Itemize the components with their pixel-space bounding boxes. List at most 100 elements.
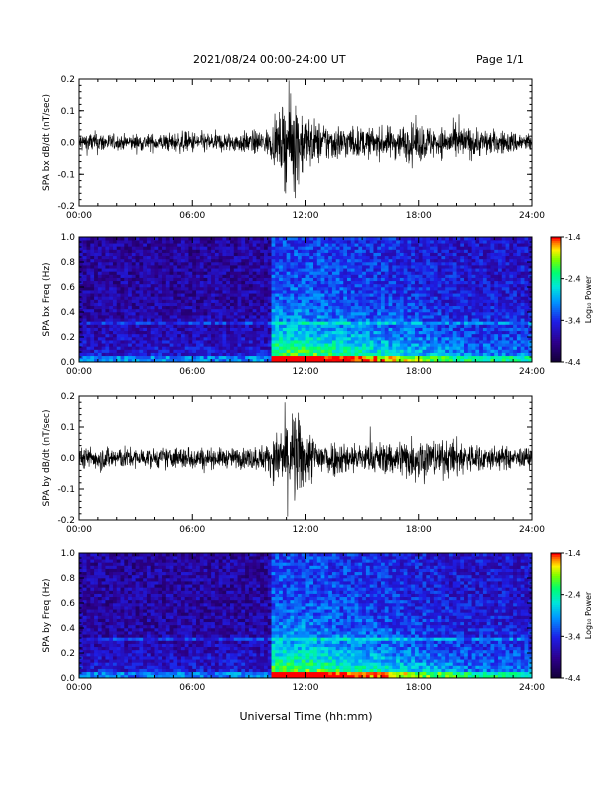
- spectrogram-cell: [282, 337, 287, 341]
- spectrogram-cell: [464, 255, 469, 260]
- spectrogram-cell: [116, 252, 121, 257]
- spectrogram-cell: [207, 243, 212, 247]
- spectrogram-cell: [524, 315, 529, 319]
- spectrogram-cell: [211, 327, 216, 332]
- spectrogram-cell: [222, 324, 227, 328]
- spectrogram-cell: [226, 265, 231, 269]
- spectrogram-cell: [109, 352, 114, 357]
- spectrogram-cell: [433, 337, 438, 341]
- spectrogram-cell: [399, 258, 404, 263]
- spectrogram-cell: [256, 327, 261, 332]
- spectrogram-cell: [513, 296, 518, 300]
- spectrogram-cell: [256, 352, 261, 357]
- spectrogram-cell: [275, 255, 280, 260]
- colorbar-swatch: [551, 264, 561, 267]
- spectrogram-cell: [82, 271, 87, 275]
- spectrogram-cell: [399, 249, 404, 253]
- y-tick-label: -0.2: [57, 202, 75, 212]
- spectrogram-cell: [437, 324, 442, 328]
- spectrogram-cell: [158, 321, 163, 325]
- spectrogram-cell: [199, 355, 204, 360]
- spectrogram-cell: [241, 315, 246, 319]
- spectrogram-cell: [377, 355, 382, 360]
- spectrogram-cell: [365, 308, 370, 313]
- spectrogram-cell: [109, 315, 114, 319]
- spectrogram-cell: [196, 274, 201, 278]
- spectrogram-cell: [505, 290, 510, 294]
- spectrogram-cell: [177, 274, 182, 278]
- spectrogram-cell: [196, 293, 201, 297]
- spectrogram-cell: [128, 349, 133, 353]
- spectrogram-cell: [471, 305, 476, 310]
- spectrogram-cell: [305, 268, 310, 272]
- spectrogram-cell: [377, 346, 382, 350]
- spectrogram-cell: [452, 255, 457, 260]
- spectrogram-cell: [188, 249, 193, 253]
- spectrogram-cell: [414, 255, 420, 260]
- spectrogram-cell: [162, 255, 167, 260]
- colorbar-swatch: [551, 289, 561, 292]
- spectrogram-cell: [441, 258, 446, 263]
- spectrogram-cell: [313, 237, 318, 241]
- spectrogram-cell: [275, 330, 280, 335]
- spectrogram-cell: [109, 324, 114, 328]
- spectrogram-cell: [354, 308, 359, 313]
- spectrogram-cell: [418, 358, 423, 363]
- spectrogram-cell: [313, 249, 318, 253]
- spectrogram-cell: [373, 324, 378, 328]
- spectrogram-cell: [214, 277, 219, 282]
- spectrogram-cell: [245, 265, 250, 269]
- spectrogram-cell: [146, 324, 152, 328]
- spectrogram-cell: [169, 246, 174, 250]
- spectrogram-cell: [192, 305, 197, 310]
- spectrogram-cell: [396, 265, 401, 269]
- spectrogram-cell: [282, 287, 287, 291]
- spectrogram-cell: [286, 262, 291, 266]
- spectrogram-cell: [384, 352, 389, 357]
- spectrogram-cell: [418, 343, 423, 347]
- spectrogram-cell: [362, 327, 367, 332]
- spectrogram-cell: [505, 333, 510, 338]
- spectrogram-cell: [184, 249, 189, 253]
- spectrogram-cell: [399, 312, 404, 316]
- spectrogram-cell: [188, 283, 193, 288]
- spectrogram-cell: [139, 315, 144, 319]
- spectrogram-cell: [422, 296, 427, 300]
- spectrogram-cell: [267, 302, 272, 307]
- spectrogram-cell: [494, 290, 499, 294]
- spectrogram-cell: [509, 255, 514, 260]
- spectrogram-cell: [188, 268, 193, 272]
- spectrogram-cell: [358, 349, 363, 353]
- spectrogram-cell: [192, 296, 197, 300]
- spectrogram-cell: [516, 352, 521, 357]
- spectrogram-cell: [369, 355, 374, 360]
- spectrogram-cell: [128, 240, 133, 244]
- spectrogram-cell: [392, 290, 397, 294]
- spectrogram-cell: [150, 262, 155, 266]
- spectrogram-cell: [331, 268, 336, 272]
- spectrogram-cell: [445, 355, 450, 360]
- spectrogram-cell: [324, 312, 329, 316]
- spectrogram-cell: [467, 302, 472, 307]
- spectrogram-cell: [313, 293, 318, 297]
- spectrogram-cell: [350, 352, 355, 357]
- spectrogram-cell: [411, 290, 416, 294]
- spectrogram-cell: [501, 299, 506, 303]
- spectrogram-cell: [263, 287, 269, 291]
- spectrogram-cell: [150, 315, 155, 319]
- spectrogram-cell: [222, 337, 227, 341]
- spectrogram-cell: [245, 280, 250, 285]
- spectrogram-cell: [467, 337, 472, 341]
- spectrogram-cell: [377, 265, 382, 269]
- spectrogram-cell: [350, 315, 355, 319]
- spectrogram-cell: [230, 299, 235, 303]
- spectrogram-cell: [445, 258, 450, 263]
- spectrogram-cell: [505, 262, 510, 266]
- spectrogram-cell: [279, 296, 284, 300]
- spectrogram-cell: [162, 240, 167, 244]
- spectrogram-cell: [241, 324, 246, 328]
- spectrogram-cell: [297, 258, 303, 263]
- spectrogram-cell: [154, 352, 159, 357]
- spectrogram-cell: [422, 262, 427, 266]
- spectrogram-cell: [90, 337, 95, 341]
